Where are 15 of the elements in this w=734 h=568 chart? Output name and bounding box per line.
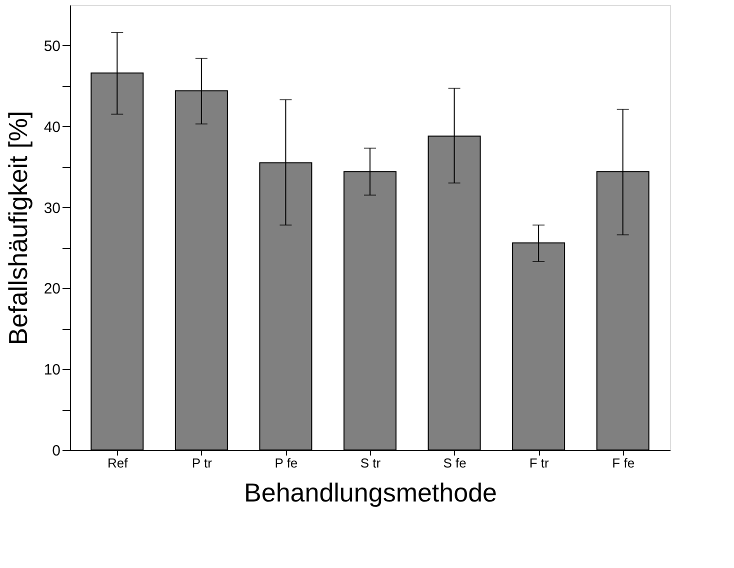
x-tick-label: S fe — [443, 456, 466, 470]
x-axis-title: Behandlungsmethode — [244, 478, 497, 508]
y-tick-label: 40 — [44, 118, 60, 136]
x-tick-label: S tr — [360, 456, 382, 470]
x-tick-label: F tr — [529, 456, 550, 470]
y-tick-label: 20 — [44, 280, 60, 298]
y-tick-label: 10 — [44, 362, 60, 379]
y-tick-label: 50 — [44, 38, 60, 55]
x-tick-label: Ref — [108, 456, 128, 470]
y-axis-title: Befallshäufigkeit [%] — [2, 110, 33, 346]
x-tick-label: P tr — [192, 456, 213, 470]
y-tick-label: 0 — [52, 442, 60, 460]
x-tick-label: P fe — [274, 456, 298, 470]
y-tick-label: 30 — [44, 200, 60, 217]
x-tick-label: F fe — [612, 456, 635, 470]
